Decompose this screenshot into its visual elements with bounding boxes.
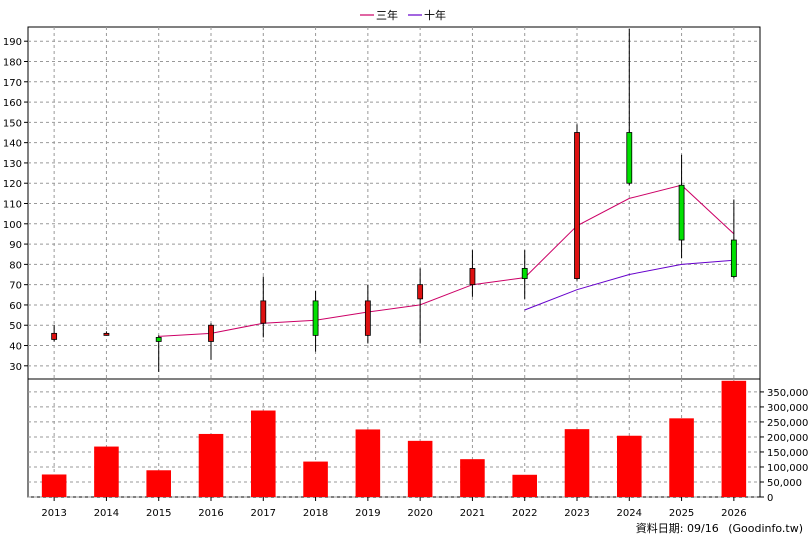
candle-body-2021 xyxy=(469,268,476,286)
price-panel: 30 40 50 60 70 80 90 100 110 120 130 140 150 160 170 18… xyxy=(3,26,761,380)
price-tick-label: 60 xyxy=(9,301,22,312)
price-tick-label: 190 xyxy=(3,37,22,48)
candle-body-2022 xyxy=(521,268,528,279)
price-tick-label: 180 xyxy=(3,57,22,68)
x-tick-label: 2016 xyxy=(198,508,223,519)
x-tick-label: 2014 xyxy=(94,508,119,519)
price-tick-label: 140 xyxy=(3,139,22,150)
price-tick-label: 40 xyxy=(9,342,22,353)
x-tick-label: 2026 xyxy=(721,508,746,519)
x-tick-label: 2025 xyxy=(669,508,694,519)
x-tick-label: 2015 xyxy=(146,508,171,519)
candle-body-2025 xyxy=(678,184,685,241)
legend-label-ten-year: 十年 xyxy=(424,8,446,22)
candle-body-2014 xyxy=(103,332,110,336)
volume-panel-frame xyxy=(27,378,761,498)
volume-tick-label: 250,000 xyxy=(767,418,808,429)
price-tick-label: 120 xyxy=(3,179,22,190)
candle-body-2016 xyxy=(208,324,214,342)
x-tick-label: 2019 xyxy=(355,508,380,519)
volume-bar-2013 xyxy=(41,474,67,497)
volume-tick-label: 50,000 xyxy=(767,478,802,489)
candle-body-2020 xyxy=(417,284,424,300)
x-tick-label: 2020 xyxy=(407,508,432,519)
price-tick-label: 160 xyxy=(3,98,22,109)
price-tick-label: 110 xyxy=(3,200,22,211)
volume-tick-label: 0 xyxy=(767,493,773,504)
x-tick-label: 2023 xyxy=(564,508,589,519)
candle-body-2013 xyxy=(51,332,58,340)
volume-bar-2014 xyxy=(94,446,119,497)
volume-bar-2025 xyxy=(669,418,694,497)
x-tick-label: 2022 xyxy=(512,508,537,519)
volume-bar-2015 xyxy=(146,470,172,497)
price-tick-label: 70 xyxy=(9,281,22,292)
x-tick-label: 2021 xyxy=(460,508,485,519)
volume-tick-label: 300,000 xyxy=(767,403,808,414)
volume-bar-2022 xyxy=(512,474,538,497)
footer-date: 資料日期: 09/16 xyxy=(636,521,719,535)
candle-body-2017 xyxy=(260,300,267,324)
volume-tick-label: 100,000 xyxy=(767,463,808,474)
price-tick-label: 100 xyxy=(3,220,22,231)
price-tick-label: 50 xyxy=(9,321,22,332)
candle-body-2026 xyxy=(730,239,737,277)
x-tick-label: 2017 xyxy=(251,508,276,519)
price-tick-label: 170 xyxy=(3,78,22,89)
volume-bar-2018 xyxy=(303,461,328,497)
candle-body-2018 xyxy=(312,300,319,336)
footer-text: 資料日期: 09/16 (Goodinfo.tw) xyxy=(636,521,803,535)
x-tick-label: 2024 xyxy=(617,508,642,519)
volume-bar-2024 xyxy=(616,435,642,497)
x-tick-label: 2013 xyxy=(41,508,66,519)
footer-source: (Goodinfo.tw) xyxy=(728,522,803,535)
price-tick-label: 90 xyxy=(9,240,22,251)
volume-tick-label: 350,000 xyxy=(767,388,808,399)
legend-label-three-year: 三年 xyxy=(376,8,398,22)
legend: 三年 十年 xyxy=(360,8,446,22)
candle-body-2015 xyxy=(155,337,162,342)
volume-bar-2017 xyxy=(250,410,276,497)
price-panel-frame xyxy=(27,26,761,380)
x-tick-label: 2018 xyxy=(303,508,328,519)
volume-bar-2021 xyxy=(460,459,485,497)
volume-bar-2020 xyxy=(407,440,433,497)
price-tick-label: 130 xyxy=(3,159,22,170)
volume-bar-2026 xyxy=(721,380,747,497)
price-tick-label: 80 xyxy=(9,260,22,271)
x-axis: 2013 2014 2015 2016 2017 2018 2019 2020 2021 2022… xyxy=(41,497,747,519)
volume-panel: 0 50,000 100,000 150,000 200,000 250,000 300,0… xyxy=(27,378,808,504)
ma-line-three-year xyxy=(158,184,735,337)
price-tick-label: 30 xyxy=(9,362,22,373)
volume-tick-label: 200,000 xyxy=(767,433,808,444)
volume-bar-2016 xyxy=(198,433,224,497)
candle-body-2019 xyxy=(364,300,371,336)
candle-body-2024 xyxy=(626,132,633,184)
volume-bar-2019 xyxy=(355,429,381,497)
candle-body-2023 xyxy=(574,132,580,279)
ma-line-ten-year xyxy=(524,259,734,311)
volume-tick-label: 150,000 xyxy=(767,448,808,459)
price-tick-label: 150 xyxy=(3,118,22,129)
volume-bar-2023 xyxy=(564,429,590,497)
